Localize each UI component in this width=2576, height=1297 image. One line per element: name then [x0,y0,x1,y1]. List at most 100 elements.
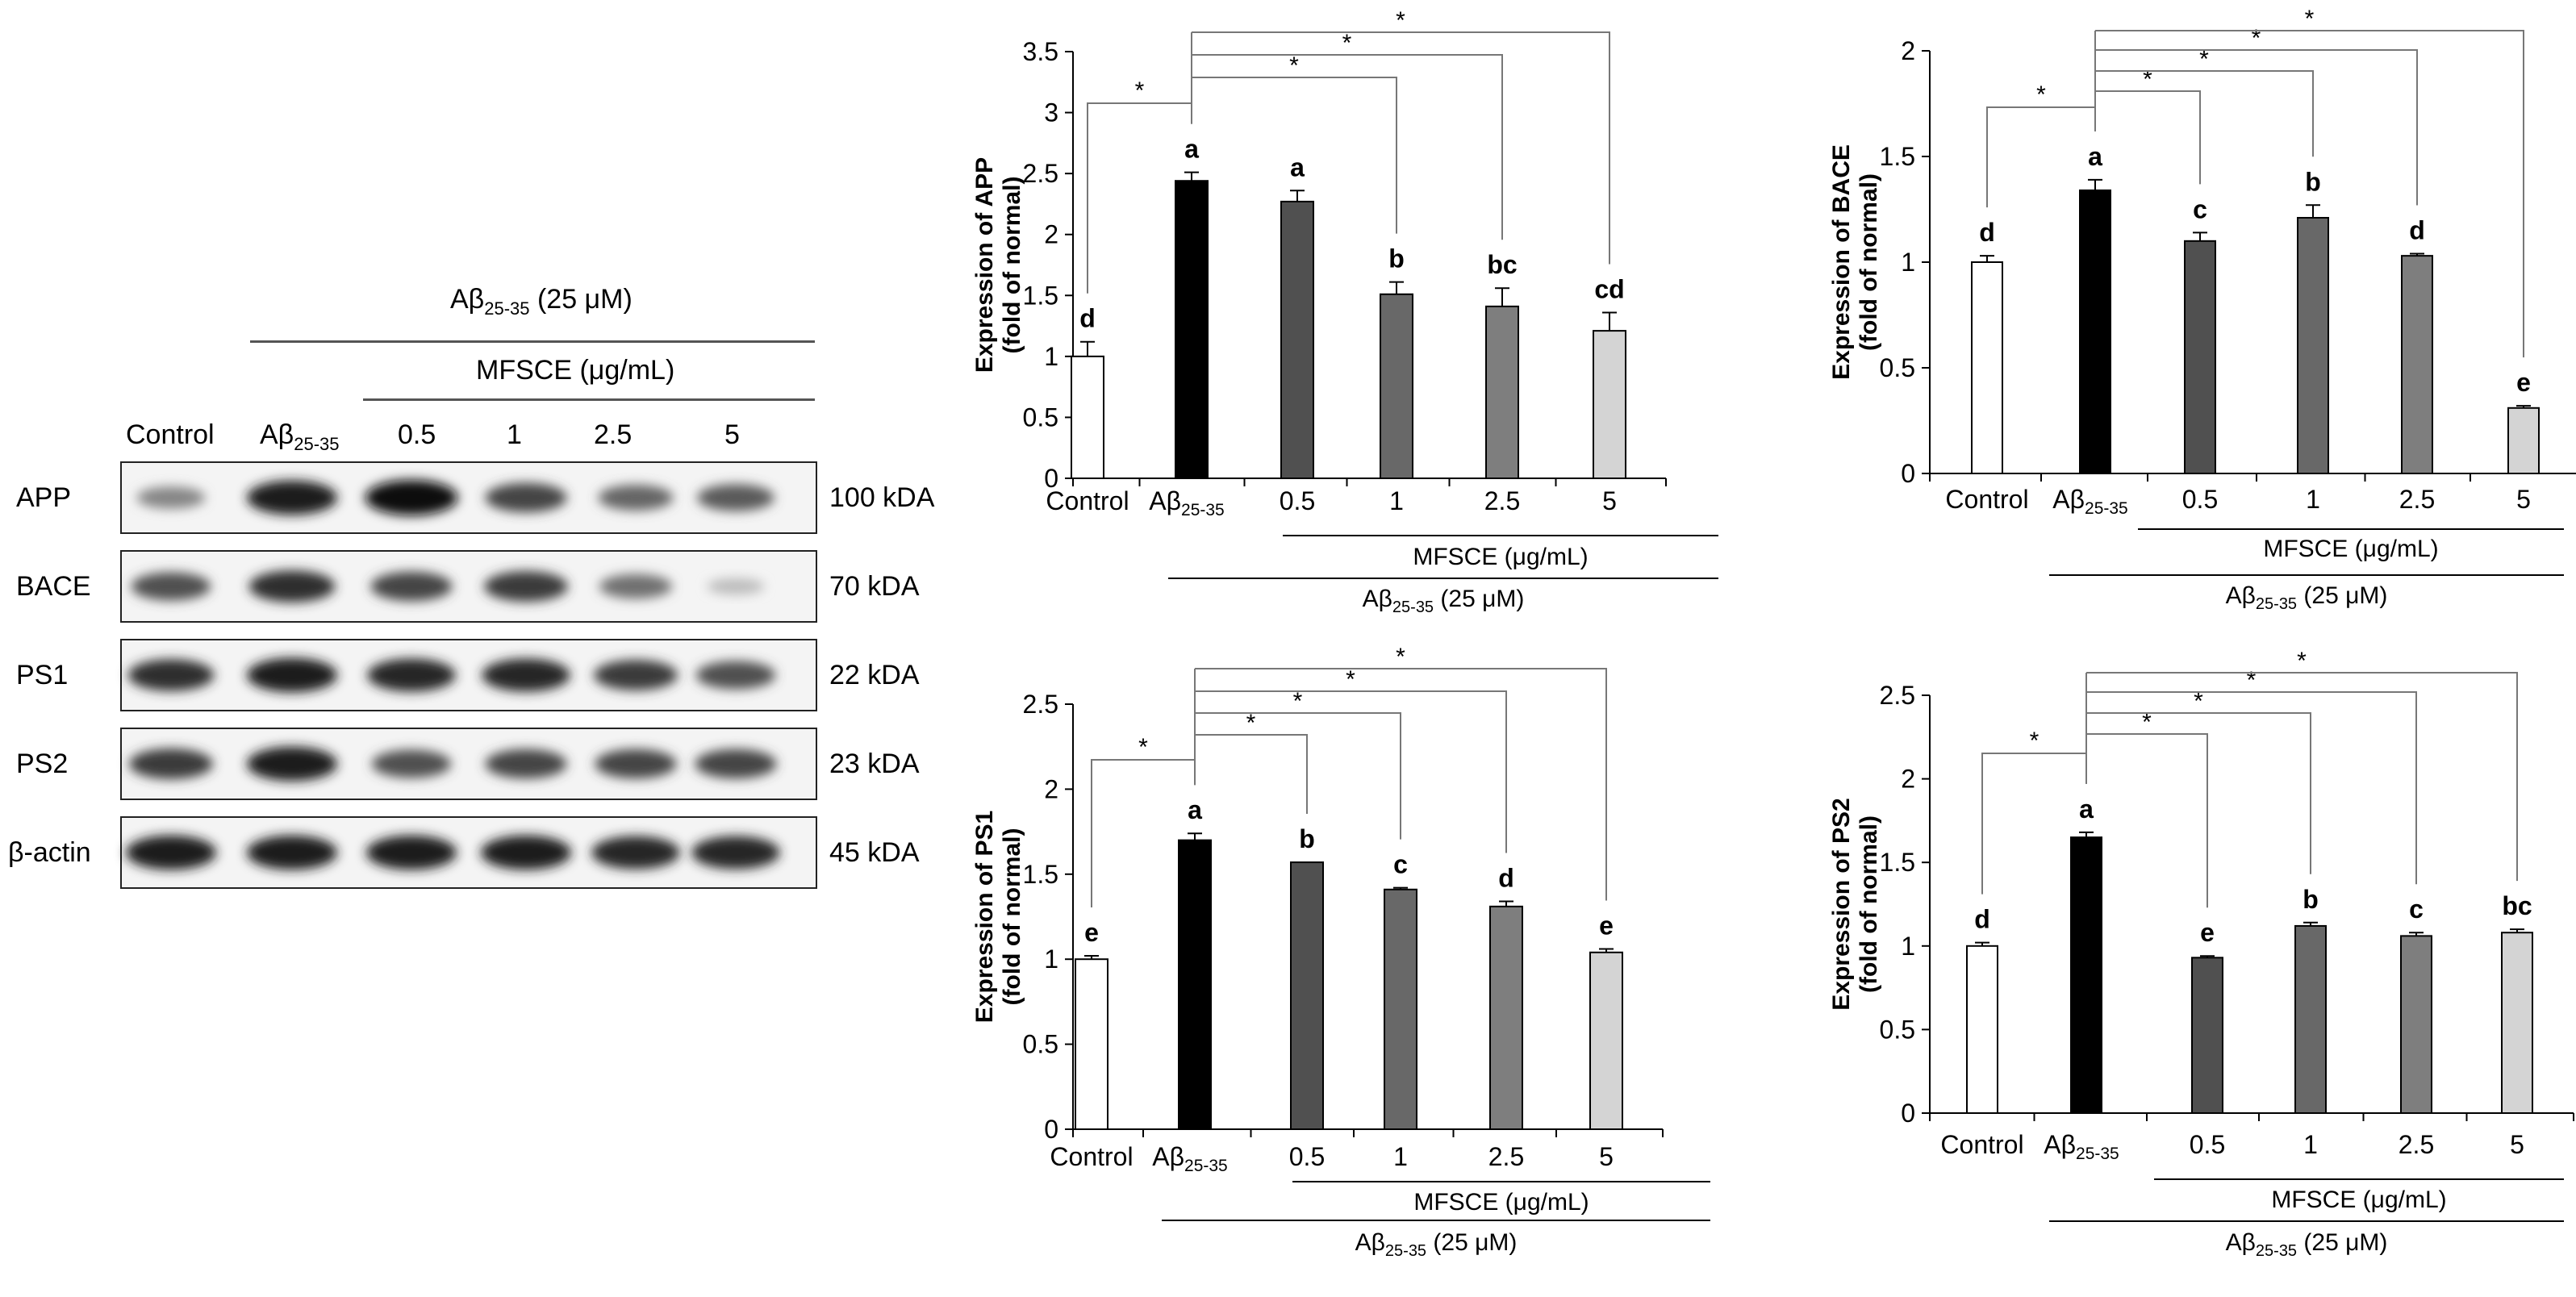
significance-star: * [2199,46,2209,73]
x-tick-label: Aβ25-35 [1149,486,1224,519]
y-tick-label: 1 [1044,342,1058,371]
blot-band [365,480,458,515]
wb-lane-abeta: Aβ25-35 [260,419,340,454]
y-tick-label: 0.5 [1880,353,1915,382]
bar [1280,200,1314,480]
y-axis-label: Expression of BACE [1828,144,1855,380]
x-tick-label: Control [1050,1142,1133,1171]
abeta-bracket-label: Aβ25-35 (25 μM) [2226,1229,2388,1260]
wb-size-ps1: 22 kDA [829,660,920,690]
bar [1593,330,1626,480]
y-tick-label: 1.5 [1023,281,1058,310]
wb-lane-5: 5 [724,419,740,450]
bar [1290,861,1324,1130]
bar [2507,407,2540,474]
y-axis-label: Expression of APP [971,157,998,373]
significance-bracket [2095,30,2524,358]
significance-bracket [2086,712,2311,874]
bar [2401,255,2433,474]
y-axis-label: Expression of PS1 [971,811,998,1023]
significance-bracket [1192,77,1397,234]
wb-size-bace: 70 kDA [829,571,920,602]
significance-bracket [1195,712,1401,840]
blot-band [485,749,567,779]
chart-app: 0 0.5 1 1.5 2 2.5 3 3.5 Expression of APP (fold o… [971,7,1718,616]
y-tick-label: 1 [1044,945,1058,974]
blot-band [482,658,570,692]
x-tick-label: Aβ25-35 [2052,485,2127,518]
significance-letter: b [1388,244,1405,273]
x-tick-label: Control [1940,1130,2023,1159]
abeta-bracket-label: Aβ25-35 (25 μM) [2226,582,2388,613]
significance-star: * [2036,81,2046,108]
blot-band [707,578,765,594]
bar [2400,935,2432,1115]
significance-letter: a [2088,142,2102,171]
significance-letter: e [2200,918,2215,947]
bar [1589,951,1623,1130]
chart-bace: 0 0.5 1 1.5 2 Expression of BACE (fold of norm… [1828,6,2576,613]
significance-letter: b [1299,824,1315,853]
significance-bracket [2086,733,2208,908]
y-axis-label-unit: (fold of normal) [1856,173,1882,351]
x-tick-label: 5 [2516,485,2531,514]
bar [1971,261,2003,474]
x-tick-label: 0.5 [1280,486,1315,515]
mfsce-bracket-label: MFSCE (μg/mL) [1413,1189,1589,1216]
wb-size-beta-actin: 45 kDA [829,837,920,868]
y-tick-label: 0.5 [1880,1015,1915,1044]
significance-star: * [1138,734,1148,761]
significance-letter: c [2409,895,2424,924]
significance-star: * [1135,77,1145,104]
y-tick-label: 0 [1044,464,1058,493]
blot-band [371,749,452,778]
abeta-bracket-label: Aβ25-35 (25 μM) [1355,1229,1518,1260]
significance-bracket [1195,734,1308,815]
significance-star: * [2142,709,2152,736]
significance-star: * [2297,648,2307,674]
blot-band [599,573,673,599]
bar [2184,240,2216,474]
x-tick-label: 5 [1602,486,1617,515]
y-tick-label: 0 [1901,1099,1915,1128]
significance-letter: a [1188,795,1202,824]
significance-bracket [2086,691,2417,885]
x-tick-label: 2.5 [2399,485,2435,514]
blot-band [365,835,457,870]
y-tick-label: 1 [1901,248,1915,277]
y-tick-label: 2.5 [1880,681,1915,710]
blot-band [125,835,217,870]
x-tick-label: Aβ25-35 [1152,1142,1227,1175]
significance-letter: e [1599,911,1614,940]
y-tick-label: 2 [1901,765,1915,794]
y-tick-label: 2 [1901,36,1915,65]
significance-bracket [1195,690,1507,853]
wb-lane-control: Control [126,419,215,450]
x-tick-label: Control [1945,485,2028,514]
bar [1485,305,1519,480]
blot-band [691,836,780,870]
blot-band [370,571,453,602]
chart-ps2: 0 0.5 1 1.5 2 2.5 Expression of PS2 (fold of no… [1828,648,2574,1260]
x-tick-label: Control [1046,486,1129,515]
wb-row-label-beta-actin: β-actin [8,837,91,868]
wb-lane-0-5: 0.5 [398,419,436,450]
blot-frame [120,550,817,623]
bar [1175,180,1209,479]
wb-row-label-ps2: PS2 [16,749,69,779]
abeta-bracket-label: Aβ25-35 (25 μM) [1363,586,1525,616]
significance-letter: b [2305,167,2321,196]
significance-letter: cd [1594,274,1624,303]
x-tick-label: 0.5 [2182,485,2218,514]
significance-bracket [1192,31,1610,265]
blot-band [591,836,680,870]
significance-star: * [1246,710,1256,736]
x-tick-label: 0.5 [1289,1142,1325,1171]
blot-band [598,485,674,511]
y-tick-label: 1 [1901,932,1915,961]
significance-letter: a [2079,794,2094,824]
x-tick-label: 5 [1599,1142,1614,1171]
x-tick-label: 5 [2510,1130,2524,1159]
significance-letter: c [2193,194,2207,223]
blot-band [127,659,215,691]
